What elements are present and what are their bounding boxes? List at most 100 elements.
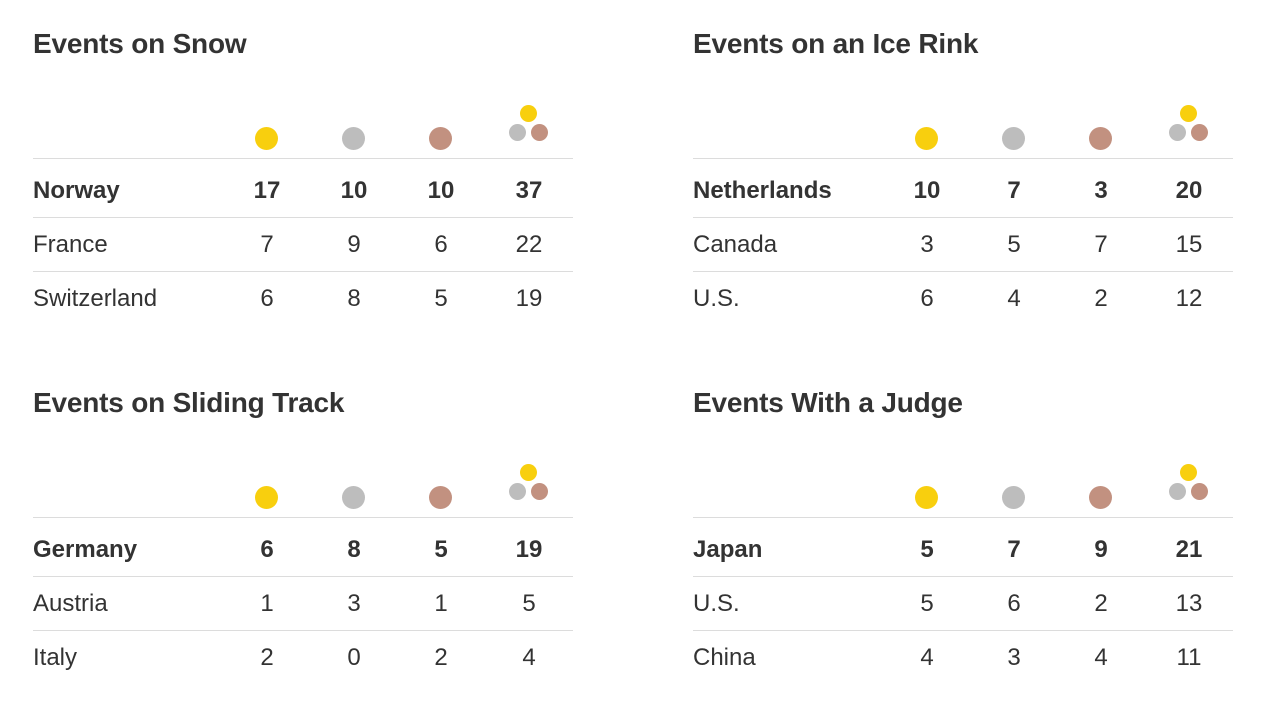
table-row: China 4 3 4 11 <box>693 631 1233 684</box>
bronze-count: 1 <box>434 590 448 617</box>
total-column-header <box>1159 100 1219 158</box>
country-name: France <box>33 231 108 258</box>
silver-medal-icon <box>1169 483 1186 500</box>
bronze-medal-icon <box>1089 127 1112 150</box>
country-name: Japan <box>693 536 763 563</box>
gold-count: 4 <box>920 644 934 671</box>
silver-medal-icon <box>509 124 526 141</box>
bronze-count: 6 <box>434 231 448 258</box>
gold-count: 1 <box>260 590 274 617</box>
bronze-count: 2 <box>434 644 448 671</box>
total-count: 20 <box>1175 177 1203 204</box>
country-name: China <box>693 644 756 671</box>
bronze-medal-icon <box>1191 483 1208 500</box>
gold-count: 2 <box>260 644 274 671</box>
table-row: U.S. 6 4 2 12 <box>693 272 1233 325</box>
total-column-header <box>499 100 559 158</box>
bronze-medal-icon <box>1089 486 1112 509</box>
bronze-count: 5 <box>434 536 448 563</box>
bronze-medal-icon <box>531 124 548 141</box>
country-name: Italy <box>33 644 78 671</box>
silver-count: 5 <box>1007 231 1021 258</box>
country-name: Austria <box>33 590 108 617</box>
gold-count: 3 <box>920 231 934 258</box>
gold-count: 6 <box>260 285 274 312</box>
gold-count: 7 <box>260 231 274 258</box>
bronze-count: 3 <box>1094 177 1108 204</box>
bronze-medal-icon <box>429 486 452 509</box>
medal-header-row <box>33 100 573 159</box>
medal-header-row <box>33 459 573 518</box>
silver-medal-icon <box>342 486 365 509</box>
silver-count: 4 <box>1007 285 1021 312</box>
gold-medal-icon <box>1180 464 1197 481</box>
total-count: 19 <box>515 285 543 312</box>
bronze-column-header <box>1071 459 1131 517</box>
panel-title: Events on Snow <box>33 28 247 59</box>
total-count: 5 <box>522 590 536 617</box>
bronze-count: 2 <box>1094 590 1108 617</box>
silver-medal-icon <box>1169 124 1186 141</box>
silver-count: 7 <box>1007 536 1021 563</box>
bronze-medal-icon <box>429 127 452 150</box>
silver-count: 6 <box>1007 590 1021 617</box>
panel-title: Events With a Judge <box>693 387 963 418</box>
bronze-count: 5 <box>434 285 448 312</box>
total-count: 4 <box>522 644 536 671</box>
medal-header-row <box>693 100 1233 159</box>
gold-count: 6 <box>920 285 934 312</box>
table-row: Canada 3 5 7 15 <box>693 218 1233 272</box>
panel-title: Events on Sliding Track <box>33 387 345 418</box>
table-row: Netherlands 10 7 3 20 <box>693 164 1233 218</box>
silver-count: 9 <box>347 231 361 258</box>
silver-column-header <box>324 459 384 517</box>
country-name: Canada <box>693 231 778 258</box>
silver-count: 8 <box>347 536 361 563</box>
total-count: 12 <box>1175 285 1203 312</box>
table-row: Italy 2 0 2 4 <box>33 631 573 684</box>
silver-count: 3 <box>347 590 361 617</box>
gold-column-header <box>897 100 957 158</box>
total-count: 13 <box>1175 590 1203 617</box>
silver-count: 10 <box>340 177 368 204</box>
total-count: 37 <box>515 177 543 204</box>
table-row: France 7 9 6 22 <box>33 218 573 272</box>
table-row: Austria 1 3 1 5 <box>33 577 573 631</box>
gold-count: 6 <box>260 536 274 563</box>
silver-column-header <box>324 100 384 158</box>
silver-column-header <box>984 100 1044 158</box>
silver-count: 0 <box>347 644 361 671</box>
medal-header-row <box>693 459 1233 518</box>
gold-medal-icon <box>255 486 278 509</box>
gold-column-header <box>897 459 957 517</box>
gold-medal-icon <box>520 105 537 122</box>
silver-medal-icon <box>509 483 526 500</box>
gold-medal-icon <box>915 127 938 150</box>
silver-medal-icon <box>1002 127 1025 150</box>
bronze-count: 9 <box>1094 536 1108 563</box>
gold-medal-icon <box>520 464 537 481</box>
country-name: Norway <box>33 177 120 204</box>
silver-count: 7 <box>1007 177 1021 204</box>
panel-title: Events on an Ice Rink <box>693 28 979 59</box>
table-row: Switzerland 6 8 5 19 <box>33 272 573 325</box>
gold-count: 10 <box>913 177 941 204</box>
table-row: Germany 6 8 5 19 <box>33 523 573 577</box>
silver-column-header <box>984 459 1044 517</box>
bronze-count: 4 <box>1094 644 1108 671</box>
gold-medal-icon <box>915 486 938 509</box>
gold-medal-icon <box>255 127 278 150</box>
bronze-count: 2 <box>1094 285 1108 312</box>
total-count: 19 <box>515 536 543 563</box>
bronze-count: 10 <box>427 177 455 204</box>
country-name: Netherlands <box>693 177 832 204</box>
total-count: 21 <box>1175 536 1203 563</box>
country-name: U.S. <box>693 590 740 617</box>
country-name: Germany <box>33 536 138 563</box>
bronze-column-header <box>411 100 471 158</box>
bronze-count: 7 <box>1094 231 1108 258</box>
silver-count: 3 <box>1007 644 1021 671</box>
silver-count: 8 <box>347 285 361 312</box>
bronze-column-header <box>1071 100 1131 158</box>
gold-medal-icon <box>1180 105 1197 122</box>
